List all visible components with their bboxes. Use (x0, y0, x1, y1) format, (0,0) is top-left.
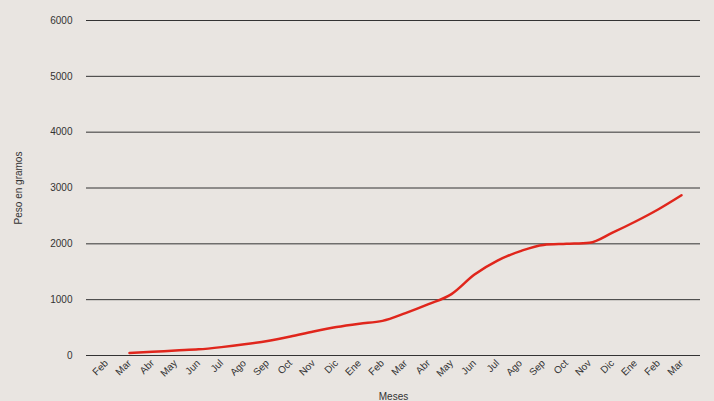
svg-text:Feb: Feb (642, 357, 662, 377)
svg-text:6000: 6000 (50, 15, 73, 26)
svg-text:May: May (158, 357, 179, 378)
svg-text:Sep: Sep (527, 357, 548, 378)
svg-text:Feb: Feb (366, 357, 386, 377)
svg-text:2000: 2000 (50, 238, 73, 249)
svg-text:Meses: Meses (379, 391, 408, 401)
svg-text:Dic: Dic (598, 357, 616, 375)
svg-text:5000: 5000 (50, 71, 73, 82)
svg-text:Mar: Mar (389, 357, 409, 377)
svg-text:Ene: Ene (619, 357, 640, 378)
svg-text:Abr: Abr (137, 357, 156, 376)
svg-text:Nov: Nov (573, 357, 593, 377)
svg-text:Mar: Mar (665, 357, 685, 377)
svg-text:May: May (434, 357, 455, 378)
svg-text:Jul: Jul (484, 357, 501, 374)
svg-text:Ene: Ene (343, 357, 364, 378)
svg-text:Ago: Ago (228, 357, 249, 378)
svg-text:Abr: Abr (413, 357, 432, 376)
svg-text:3000: 3000 (50, 182, 73, 193)
svg-text:1000: 1000 (50, 294, 73, 305)
svg-text:Oct: Oct (551, 357, 570, 376)
svg-text:Nov: Nov (297, 357, 317, 377)
svg-text:Oct: Oct (275, 357, 294, 376)
svg-text:0: 0 (67, 350, 73, 361)
svg-text:Feb: Feb (90, 357, 110, 377)
svg-text:Ago: Ago (504, 357, 525, 378)
svg-text:Dic: Dic (322, 357, 340, 375)
svg-text:Jul: Jul (208, 357, 225, 374)
svg-text:Mar: Mar (113, 357, 133, 377)
svg-text:Jun: Jun (183, 357, 202, 376)
svg-text:Peso en gramos: Peso en gramos (13, 152, 24, 225)
svg-text:Sep: Sep (251, 357, 272, 378)
svg-text:4000: 4000 (50, 126, 73, 137)
svg-text:Jun: Jun (459, 357, 478, 376)
